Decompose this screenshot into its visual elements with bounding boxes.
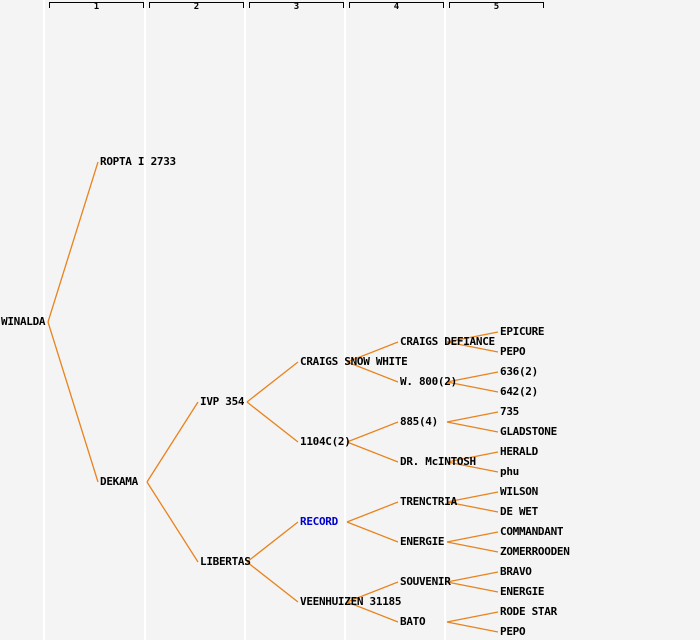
- generation-bracket-1: 1: [49, 2, 144, 12]
- tree-node-n642[interactable]: 642(2): [500, 385, 538, 398]
- edge-libertas-veenhuizen: [246, 561, 299, 603]
- edge-ivp354-csw: [246, 361, 299, 403]
- tree-node-dewet[interactable]: DE WET: [500, 505, 538, 518]
- edge-record-energie4: [346, 521, 399, 543]
- column-gridline: [144, 0, 146, 640]
- tree-node-winalda[interactable]: WINALDA: [1, 315, 46, 328]
- tree-node-defiance[interactable]: CRAIGS DEFIANCE: [400, 335, 495, 348]
- edge-c1104-mcintosh: [346, 441, 399, 463]
- column-gridline: [43, 0, 45, 640]
- tree-node-w800[interactable]: W. 800(2): [400, 375, 457, 388]
- edge-dekama-libertas: [146, 481, 199, 563]
- edge-souvenir-bravo: [446, 571, 499, 583]
- tree-node-csw[interactable]: CRAIGS SNOW WHITE: [300, 355, 408, 368]
- column-gridline: [244, 0, 246, 640]
- tree-node-trenctria[interactable]: TRENCTRIA: [400, 495, 457, 508]
- tree-node-souvenir[interactable]: SOUVENIR: [400, 575, 451, 588]
- tree-node-wilson[interactable]: WILSON: [500, 485, 538, 498]
- tree-node-ivp354[interactable]: IVP 354: [200, 395, 245, 408]
- tree-node-pepo1[interactable]: PEPO: [500, 345, 526, 358]
- edge-energie4-zomerrooden: [446, 541, 499, 553]
- generation-number: 5: [493, 2, 500, 12]
- tree-node-n885[interactable]: 885(4): [400, 415, 438, 428]
- edge-ivp354-c1104: [246, 401, 299, 443]
- tree-node-rodestar[interactable]: RODE STAR: [500, 605, 557, 618]
- tree-node-veenhuizen[interactable]: VEENHUIZEN 31185: [300, 595, 402, 608]
- column-gridline: [344, 0, 346, 640]
- edge-winalda-dekama: [47, 321, 99, 483]
- edge-record-trenctria: [346, 501, 399, 523]
- edge-libertas-record: [246, 521, 299, 563]
- tree-node-energie4[interactable]: ENERGIE: [400, 535, 445, 548]
- tree-node-phu[interactable]: phu: [500, 465, 519, 478]
- generation-bracket-3: 3: [249, 2, 344, 12]
- tree-node-bato[interactable]: BATO: [400, 615, 426, 628]
- edge-bato-rodestar: [446, 611, 499, 623]
- generation-bracket-2: 2: [149, 2, 244, 12]
- edge-n885-n735: [446, 411, 499, 423]
- tree-node-libertas[interactable]: LIBERTAS: [200, 555, 251, 568]
- edge-winalda-ropta: [47, 161, 99, 323]
- edge-energie4-commandant: [446, 531, 499, 543]
- tree-node-bravo[interactable]: BRAVO: [500, 565, 532, 578]
- tree-node-pepo2[interactable]: PEPO: [500, 625, 526, 638]
- tree-node-c1104[interactable]: 1104C(2): [300, 435, 351, 448]
- tree-node-mcintosh[interactable]: DR. McINTOSH: [400, 455, 476, 468]
- tree-node-record[interactable]: RECORD: [300, 515, 338, 528]
- generation-bracket-4: 4: [349, 2, 444, 12]
- tree-node-gladstone[interactable]: GLADSTONE: [500, 425, 557, 438]
- tree-node-energie5[interactable]: ENERGIE: [500, 585, 545, 598]
- tree-node-ropta[interactable]: ROPTA I 2733: [100, 155, 176, 168]
- tree-node-commandant[interactable]: COMMANDANT: [500, 525, 564, 538]
- tree-node-epicure[interactable]: EPICURE: [500, 325, 545, 338]
- generation-number: 1: [93, 2, 100, 12]
- edge-dekama-ivp354: [146, 401, 199, 483]
- tree-node-n636[interactable]: 636(2): [500, 365, 538, 378]
- edge-bato-pepo2: [446, 621, 499, 633]
- edge-souvenir-energie5: [446, 581, 499, 593]
- edge-c1104-n885: [346, 421, 399, 443]
- column-gridline: [444, 0, 446, 640]
- tree-node-n735[interactable]: 735: [500, 405, 519, 418]
- tree-node-zomerrooden[interactable]: ZOMERROODEN: [500, 545, 570, 558]
- generation-number: 3: [293, 2, 300, 12]
- generation-number: 2: [193, 2, 200, 12]
- generation-bracket-5: 5: [449, 2, 544, 12]
- generation-number: 4: [393, 2, 400, 12]
- tree-node-herald[interactable]: HERALD: [500, 445, 538, 458]
- tree-node-dekama[interactable]: DEKAMA: [100, 475, 138, 488]
- edge-n885-gladstone: [446, 421, 499, 433]
